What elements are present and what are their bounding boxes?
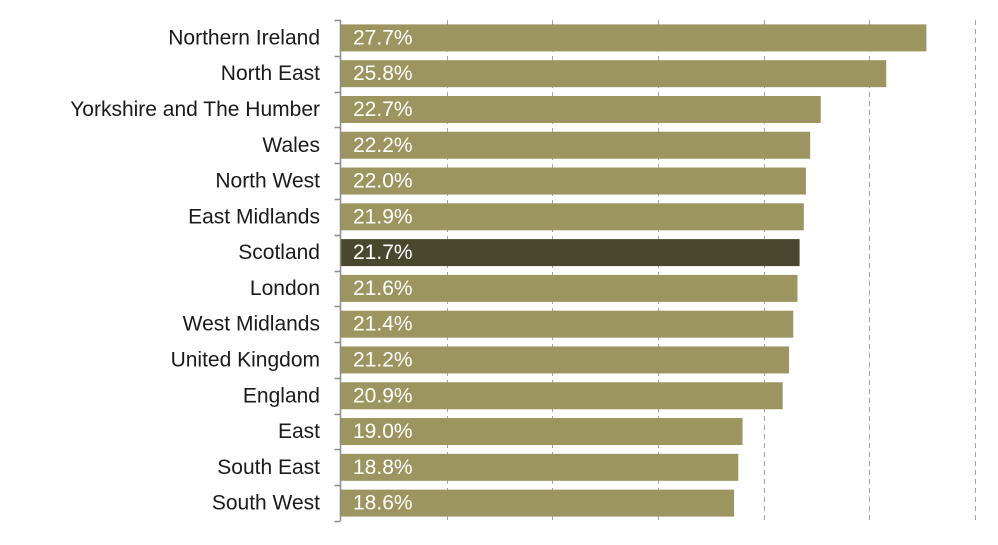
- bar: [341, 346, 790, 374]
- category-label: South West: [212, 492, 320, 515]
- bar: [341, 239, 800, 267]
- category-labels: Northern Ireland North East Yorkshire and …: [70, 26, 320, 514]
- value-label: 22.0%: [353, 170, 413, 193]
- bar: [341, 453, 739, 481]
- category-label: South East: [217, 456, 320, 479]
- value-label: 21.7%: [353, 241, 413, 264]
- category-label: West Midlands: [183, 313, 320, 336]
- bar: [341, 131, 811, 159]
- bar: [341, 60, 887, 88]
- category-label: Yorkshire and The Humber: [70, 98, 320, 121]
- value-label: 18.8%: [353, 456, 413, 479]
- category-label: East Midlands: [188, 205, 320, 228]
- value-label: 19.0%: [353, 420, 413, 443]
- bar: [341, 24, 927, 52]
- value-label: 18.6%: [353, 492, 413, 515]
- value-label: 20.9%: [353, 384, 413, 407]
- y-axis: [334, 19, 342, 523]
- bars: 27.7% 25.8% 22.7% 22.2% 22.0% 21.9% 21.7% 21.6%…: [341, 24, 927, 517]
- category-label: Scotland: [238, 241, 320, 264]
- value-label: 27.7%: [353, 26, 413, 49]
- value-label: 21.2%: [353, 348, 413, 371]
- bar: [341, 382, 783, 410]
- bar: [341, 418, 743, 446]
- category-label: East: [278, 420, 320, 443]
- category-label: United Kingdom: [171, 348, 320, 371]
- bar: [341, 310, 794, 338]
- category-label: Wales: [262, 134, 320, 157]
- bar: [341, 489, 735, 517]
- value-label: 22.2%: [353, 134, 413, 157]
- value-label: 21.6%: [353, 277, 413, 300]
- value-label: 22.7%: [353, 98, 413, 121]
- category-label: Northern Ireland: [168, 26, 320, 49]
- category-label: North West: [215, 170, 320, 193]
- category-label: England: [243, 384, 320, 407]
- value-label: 21.9%: [353, 205, 413, 228]
- gridlines: [447, 20, 976, 521]
- bar: [341, 203, 804, 231]
- bar: [341, 95, 821, 123]
- category-label: North East: [221, 62, 320, 85]
- bar: [341, 167, 806, 195]
- value-label: 21.4%: [353, 313, 413, 336]
- category-label: London: [250, 277, 320, 300]
- bar: [341, 274, 798, 302]
- value-label: 25.8%: [353, 62, 413, 85]
